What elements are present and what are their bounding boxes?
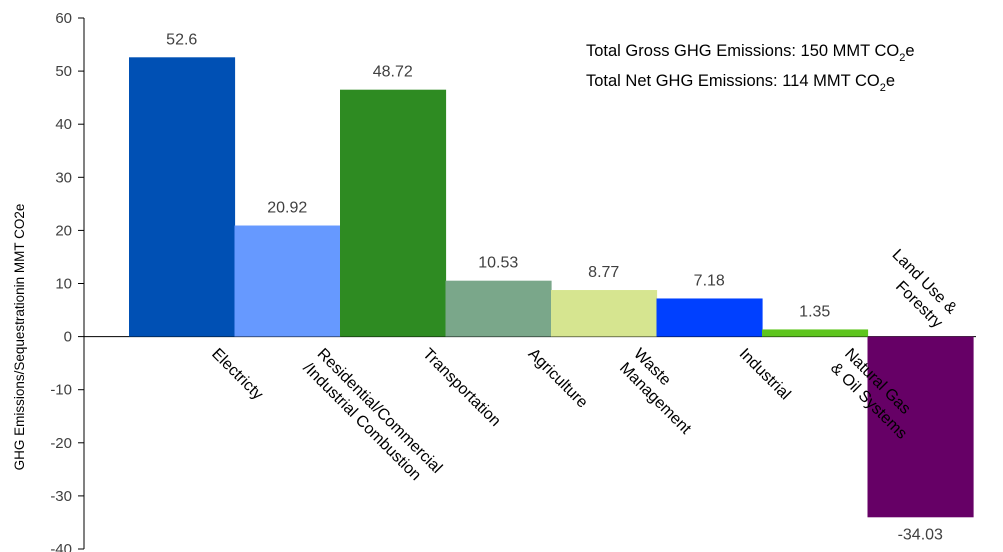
bar (340, 89, 447, 337)
bar (656, 298, 763, 337)
bar (867, 336, 974, 518)
category-label: Agriculture (525, 345, 591, 411)
value-label: 48.72 (373, 64, 413, 81)
y-tick-label: 50 (55, 63, 72, 80)
category-label: Residential/Commercial/Industrial Combus… (300, 345, 446, 491)
value-label: 52.6 (166, 31, 197, 48)
y-tick-label: -30 (50, 488, 72, 505)
value-label: 10.53 (478, 255, 518, 272)
value-label: 8.77 (588, 264, 619, 281)
category-label: Industrial (736, 345, 794, 403)
category-label: Land Use &Forestry (874, 246, 960, 332)
y-tick-label: 40 (55, 116, 72, 133)
bars (129, 57, 974, 518)
y-axis-title: GHG Emissions/Sequestrationin MMT CO2e (12, 204, 27, 471)
y-tick-label: -10 (50, 382, 72, 399)
value-label: -34.03 (898, 526, 943, 543)
y-tick-label: 10 (55, 276, 72, 293)
y-tick-label: 30 (55, 169, 72, 186)
y-tick-label: -40 (50, 541, 72, 552)
value-label: 7.18 (694, 272, 725, 289)
y-tick-label: -20 (50, 435, 72, 452)
value-labels: 52.6 20.92 48.72 10.53 8.77 7.18 1.35 -34.03 (166, 31, 943, 543)
y-tick-label: 20 (55, 222, 72, 239)
y-tick-label: 0 (64, 329, 72, 346)
total-net-label: Total Net GHG Emissions: 114 MMT CO2e (586, 72, 895, 94)
category-label: Electricty (208, 345, 266, 403)
bar (762, 329, 869, 337)
value-label: 1.35 (799, 303, 830, 320)
bar (129, 57, 236, 337)
bar (445, 280, 552, 337)
bar (551, 290, 658, 337)
category-label: WasteManagement (616, 345, 709, 438)
value-label: 20.92 (267, 200, 307, 217)
y-tick-label: 60 (55, 10, 72, 27)
bar (234, 225, 341, 337)
y-axis: 60 50 40 30 20 10 0 -10 -20 -30 -40 (50, 10, 976, 552)
totals-annotation: Total Gross GHG Emissions: 150 MMT CO2e T… (586, 42, 915, 94)
total-gross-label: Total Gross GHG Emissions: 150 MMT CO2e (586, 42, 915, 64)
category-label: Transportation (419, 345, 504, 430)
